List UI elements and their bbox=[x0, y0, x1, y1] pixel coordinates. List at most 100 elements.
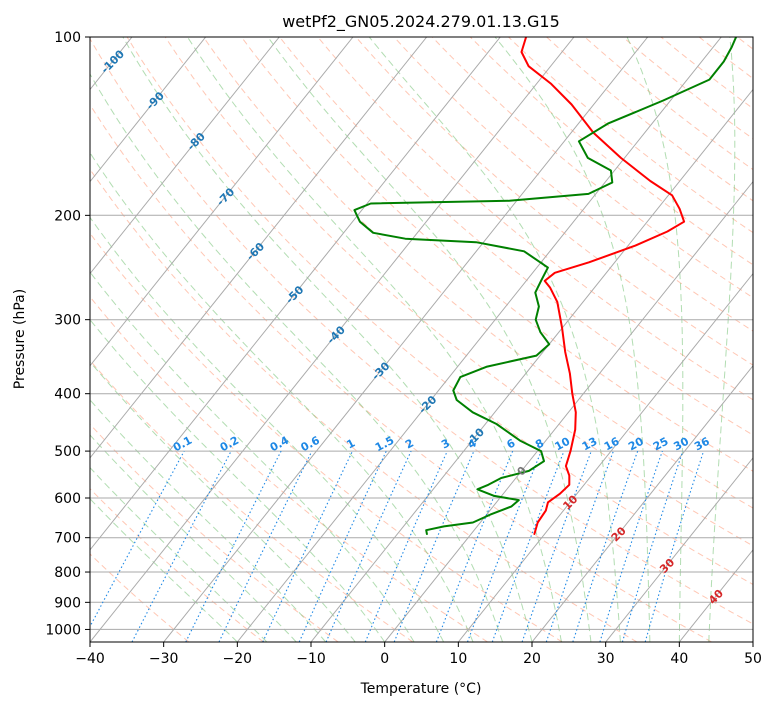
x-tick-label: 50 bbox=[744, 651, 762, 667]
x-tick-label: −40 bbox=[75, 651, 105, 667]
isotherm-label: -30 bbox=[369, 359, 392, 382]
y-tick-label: 500 bbox=[54, 444, 81, 460]
x-tick-label: 30 bbox=[597, 651, 615, 667]
moist-adiabat bbox=[626, 37, 684, 642]
moist-adiabat bbox=[90, 318, 386, 642]
mixing-ratio-line bbox=[218, 450, 313, 642]
moist-adiabat bbox=[708, 37, 736, 642]
dry-adiabat bbox=[164, 37, 753, 547]
mixing-ratio-label: 8 bbox=[533, 436, 546, 451]
dry-adiabat bbox=[393, 37, 753, 332]
y-tick-label: 700 bbox=[54, 531, 81, 547]
axes: −40 −30 −20 −10 0 10 20 30 40 50 100 200 300 400 500 60… bbox=[45, 30, 762, 667]
mixing-ratio-line bbox=[545, 450, 614, 642]
dry-adiabat bbox=[90, 296, 488, 642]
isotherm-label: -60 bbox=[244, 240, 267, 263]
isotherm-line bbox=[90, 37, 428, 459]
isotherm-line bbox=[384, 180, 753, 642]
dry-adiabat bbox=[90, 37, 753, 625]
mixing-ratio-label: 20 bbox=[626, 435, 646, 454]
isotherm-line bbox=[752, 641, 753, 642]
x-tick-label: −10 bbox=[296, 651, 326, 667]
mixing-ratio-line bbox=[298, 450, 387, 642]
moist-adiabat bbox=[90, 73, 503, 642]
mixing-ratio-line bbox=[435, 450, 514, 642]
isotherm-line bbox=[163, 37, 649, 642]
isotherm-label: 10 bbox=[560, 492, 580, 512]
background-lines bbox=[0, 37, 753, 642]
x-tick-label: 20 bbox=[523, 651, 541, 667]
temperature-profile-line bbox=[520, 37, 686, 535]
mixing-ratio-line bbox=[621, 450, 684, 642]
moist-adiabat bbox=[90, 498, 238, 642]
x-tick-label: 10 bbox=[449, 651, 467, 667]
x-tick-label: −30 bbox=[149, 651, 179, 667]
moist-adiabat bbox=[368, 37, 621, 642]
y-axis-title: Pressure (hPa) bbox=[12, 289, 28, 389]
x-tick-label: −20 bbox=[223, 651, 253, 667]
mixing-ratio-label: 30 bbox=[671, 435, 691, 454]
isotherm-line bbox=[236, 37, 722, 642]
isotherm-line bbox=[531, 364, 753, 642]
mixing-ratio-label: 2 bbox=[403, 436, 416, 451]
dry-adiabat bbox=[279, 37, 753, 436]
dry-adiabat bbox=[469, 37, 753, 266]
y-tick-label: 800 bbox=[54, 565, 81, 581]
mixing-ratio-line bbox=[521, 450, 592, 642]
y-tick-label: 900 bbox=[54, 595, 81, 611]
isotherm-label: 40 bbox=[706, 587, 726, 607]
isotherm-line bbox=[90, 37, 280, 275]
moist-adiabat bbox=[90, 434, 297, 642]
moist-adiabat bbox=[90, 361, 356, 642]
mixing-ratio-line bbox=[393, 450, 475, 642]
dry-adiabat bbox=[202, 37, 753, 509]
dry-adiabat bbox=[736, 37, 753, 50]
x-tick-label: 40 bbox=[670, 651, 688, 667]
mixing-ratio-line bbox=[644, 450, 705, 642]
dry-adiabat bbox=[90, 553, 190, 642]
dry-adiabat bbox=[431, 37, 753, 299]
dry-adiabat bbox=[546, 37, 753, 202]
dry-adiabat bbox=[90, 423, 339, 642]
x-tick-label: 0 bbox=[380, 651, 389, 667]
isotherm-line bbox=[0, 37, 58, 642]
mixing-ratio-line bbox=[599, 450, 663, 642]
isotherm-line bbox=[605, 457, 753, 642]
mixing-ratio-line bbox=[466, 450, 542, 642]
isotherm-label: 30 bbox=[657, 556, 677, 576]
mixing-ratio-line bbox=[262, 450, 353, 642]
mixing-ratio-label: 36 bbox=[692, 435, 712, 454]
isotherm-label: -40 bbox=[325, 323, 348, 346]
mixing-ratio-label: 25 bbox=[651, 435, 671, 454]
dry-adiabat bbox=[317, 37, 753, 401]
y-tick-label: 600 bbox=[54, 491, 81, 507]
dewpoint-profile-line bbox=[353, 37, 738, 535]
moist-adiabat bbox=[122, 37, 533, 642]
dry-adiabat bbox=[355, 37, 753, 366]
isotherm-line bbox=[90, 37, 501, 551]
y-tick-label: 1000 bbox=[45, 622, 81, 638]
moist-adiabat bbox=[267, 37, 592, 642]
y-tick-label: 400 bbox=[54, 387, 81, 403]
isotherm-label: -100 bbox=[98, 47, 127, 76]
moist-adiabat bbox=[90, 466, 268, 642]
moist-adiabat bbox=[90, 271, 415, 642]
dry-adiabat bbox=[126, 37, 753, 586]
y-tick-label: 200 bbox=[54, 208, 81, 224]
y-tick-label: 300 bbox=[54, 313, 81, 329]
moist-adiabat bbox=[494, 37, 651, 642]
y-tick-label: 100 bbox=[54, 30, 81, 46]
isotherm-label: -90 bbox=[144, 89, 167, 112]
moist-adiabat bbox=[90, 151, 474, 642]
moist-adiabat bbox=[186, 37, 562, 642]
dry-adiabat bbox=[508, 37, 753, 234]
mixing-ratio-line bbox=[364, 450, 448, 642]
dry-adiabat bbox=[90, 232, 563, 642]
x-axis-title: Temperature (°C) bbox=[360, 681, 482, 697]
isotherm-line bbox=[457, 272, 753, 642]
isotherm-line bbox=[90, 37, 575, 642]
mixing-ratio-line bbox=[90, 450, 185, 628]
mixing-ratio-label: 16 bbox=[602, 435, 622, 454]
mixing-ratio-label: 3 bbox=[439, 436, 452, 451]
